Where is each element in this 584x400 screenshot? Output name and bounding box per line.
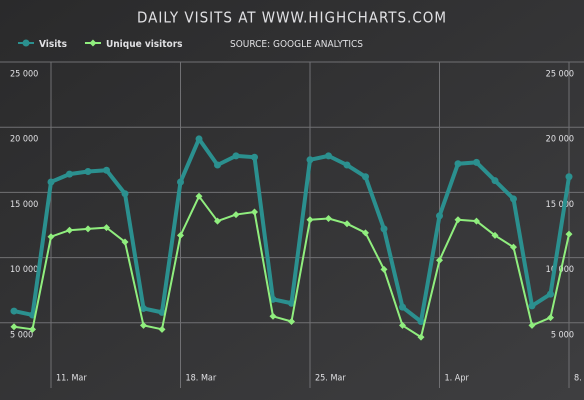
marker (177, 178, 184, 186)
marker (343, 220, 351, 228)
y-tick-label: 10 000 (10, 265, 38, 275)
marker (66, 226, 73, 234)
marker (454, 216, 462, 224)
marker (177, 231, 184, 239)
marker (565, 230, 573, 238)
legend-item: Unique visitors (84, 39, 183, 50)
legend-label: Unique visitors (106, 39, 183, 50)
marker (491, 177, 499, 185)
marker (547, 290, 554, 298)
marker (510, 243, 517, 251)
marker (399, 303, 406, 311)
chart-title: DAILY VISITS AT WWW.HIGHCHARTS.COM (137, 9, 447, 27)
marker (251, 153, 258, 161)
marker (140, 321, 147, 329)
marker (121, 238, 129, 246)
marker (29, 325, 36, 333)
marker (399, 321, 406, 329)
marker (269, 312, 277, 320)
marker (454, 160, 462, 168)
marker (22, 39, 30, 47)
marker (195, 135, 203, 143)
y2-tick-label: 15 000 (546, 200, 574, 210)
marker (380, 225, 388, 233)
marker (306, 216, 314, 224)
marker (84, 168, 92, 176)
marker (565, 173, 573, 181)
y-tick-label: 15 000 (10, 200, 38, 210)
y-tick-label: 5 000 (10, 330, 33, 340)
marker (158, 325, 166, 333)
legend-item: Visits (18, 39, 67, 50)
subtitle: SOURCE: GOOGLE ANALYTICS (230, 39, 363, 50)
x-tick-label: 18. Mar (186, 374, 217, 384)
marker (214, 161, 221, 169)
marker (47, 233, 55, 241)
marker (47, 178, 55, 186)
marker (417, 333, 425, 341)
marker (380, 265, 388, 273)
y2-tick-label: 10 000 (546, 265, 574, 275)
marker (103, 166, 110, 174)
series (10, 135, 573, 325)
marker (325, 152, 332, 160)
marker (232, 152, 240, 160)
marker (232, 211, 240, 219)
series (10, 192, 573, 341)
marker (10, 323, 18, 331)
y2-tick-label: 20 000 (546, 135, 574, 145)
y2-tick-label: 25 000 (546, 70, 574, 80)
marker (362, 173, 369, 181)
marker (251, 208, 258, 216)
marker (10, 307, 18, 315)
y-tick-label: 20 000 (10, 135, 38, 145)
marker (84, 225, 92, 233)
marker (491, 231, 499, 239)
marker (473, 158, 480, 166)
marker (214, 217, 221, 225)
marker (436, 212, 443, 220)
marker (528, 321, 536, 329)
y2-tick-label: 5 000 (551, 330, 574, 340)
marker (417, 317, 425, 325)
marker (473, 217, 480, 225)
marker (89, 39, 97, 47)
marker (436, 256, 443, 264)
legend: Visits Unique visitors (18, 39, 183, 50)
x-tick-label: 11. Mar (56, 374, 87, 384)
marker (510, 195, 517, 203)
marker (121, 190, 129, 198)
x-tick-label: 8. Apr (574, 374, 584, 384)
marker (343, 161, 351, 169)
marker (158, 308, 166, 316)
legend-label: Visits (39, 39, 67, 50)
marker (103, 224, 110, 232)
marker (325, 214, 332, 222)
marker (195, 192, 203, 200)
marker (288, 299, 295, 307)
marker (140, 304, 147, 312)
marker (528, 302, 536, 310)
marker (66, 170, 73, 178)
x-tick-label: 1. Apr (445, 374, 470, 384)
marker (288, 317, 295, 325)
y-tick-label: 25 000 (10, 70, 38, 80)
marker (362, 229, 369, 237)
marker (547, 314, 554, 322)
marker (306, 156, 314, 164)
x-tick-label: 25. Mar (315, 374, 346, 384)
